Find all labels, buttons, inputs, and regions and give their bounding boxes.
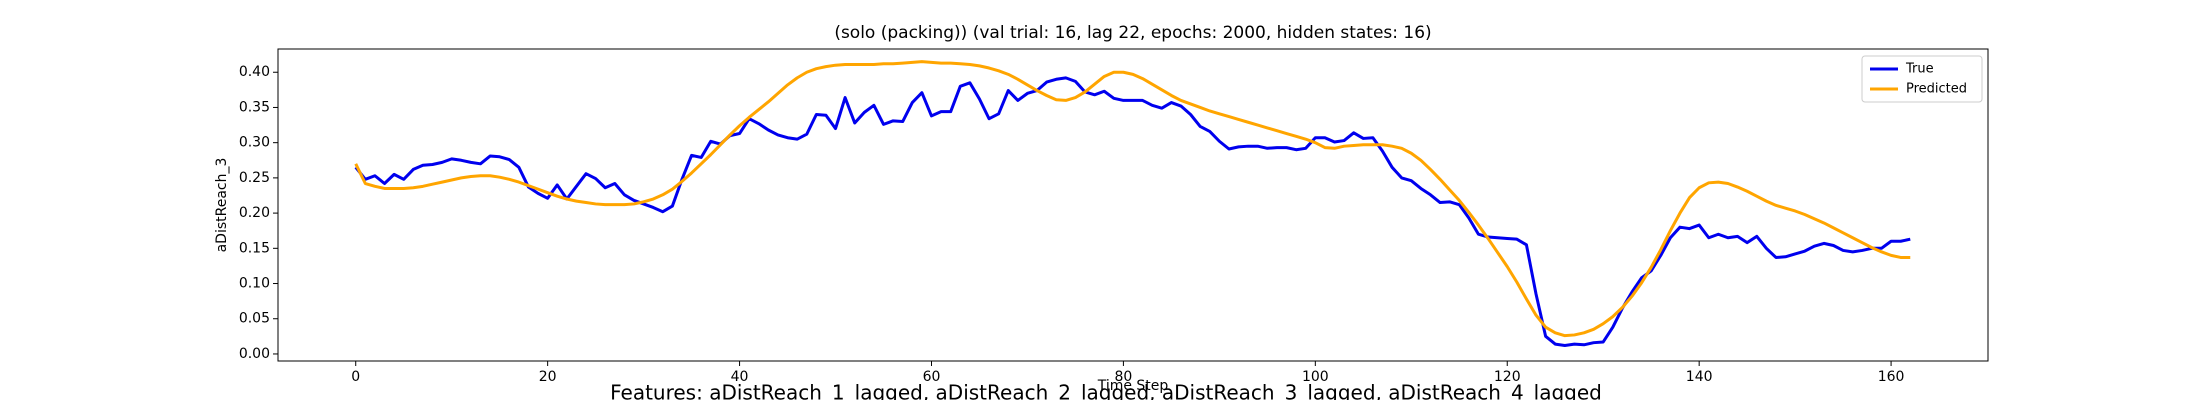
y-tick-label: 0.30 [239, 135, 270, 151]
legend-label: Predicted [1906, 82, 1967, 97]
x-tick-label: 60 [923, 369, 941, 385]
line-series [354, 60, 1911, 338]
x-tick-label: 40 [731, 369, 749, 385]
legend-label: True [1905, 62, 1934, 77]
x-tick-label: 80 [1114, 369, 1132, 385]
y-tick-label: 0.20 [239, 205, 270, 221]
y-tick-label: 0.10 [239, 276, 270, 292]
y-tick-label: 0.00 [239, 346, 270, 362]
x-tick-label: 20 [539, 369, 557, 385]
y-axis-label: aDistReach_3 [214, 158, 230, 253]
x-tick-label: 140 [1686, 369, 1713, 385]
x-tick-label: 100 [1302, 369, 1329, 385]
plot-frame [277, 48, 1989, 362]
y-tick-label: 0.15 [239, 240, 270, 256]
y-tick-label: 0.25 [239, 170, 270, 186]
x-tick-label: 160 [1878, 369, 1905, 385]
x-tick-label: 120 [1494, 369, 1521, 385]
x-tick-label: 0 [351, 369, 360, 385]
chart-title: (solo (packing)) (val trial: 16, lag 22,… [834, 23, 1431, 43]
footer-text: Features: aDistReach_1_lagged, aDistReac… [610, 381, 1602, 400]
y-tick-label: 0.40 [239, 64, 270, 80]
y-tick-label: 0.05 [239, 311, 270, 327]
y-tick-label: 0.35 [239, 99, 270, 115]
x-axis-label: Time Step [1097, 378, 1169, 394]
line-series [354, 76, 1911, 348]
